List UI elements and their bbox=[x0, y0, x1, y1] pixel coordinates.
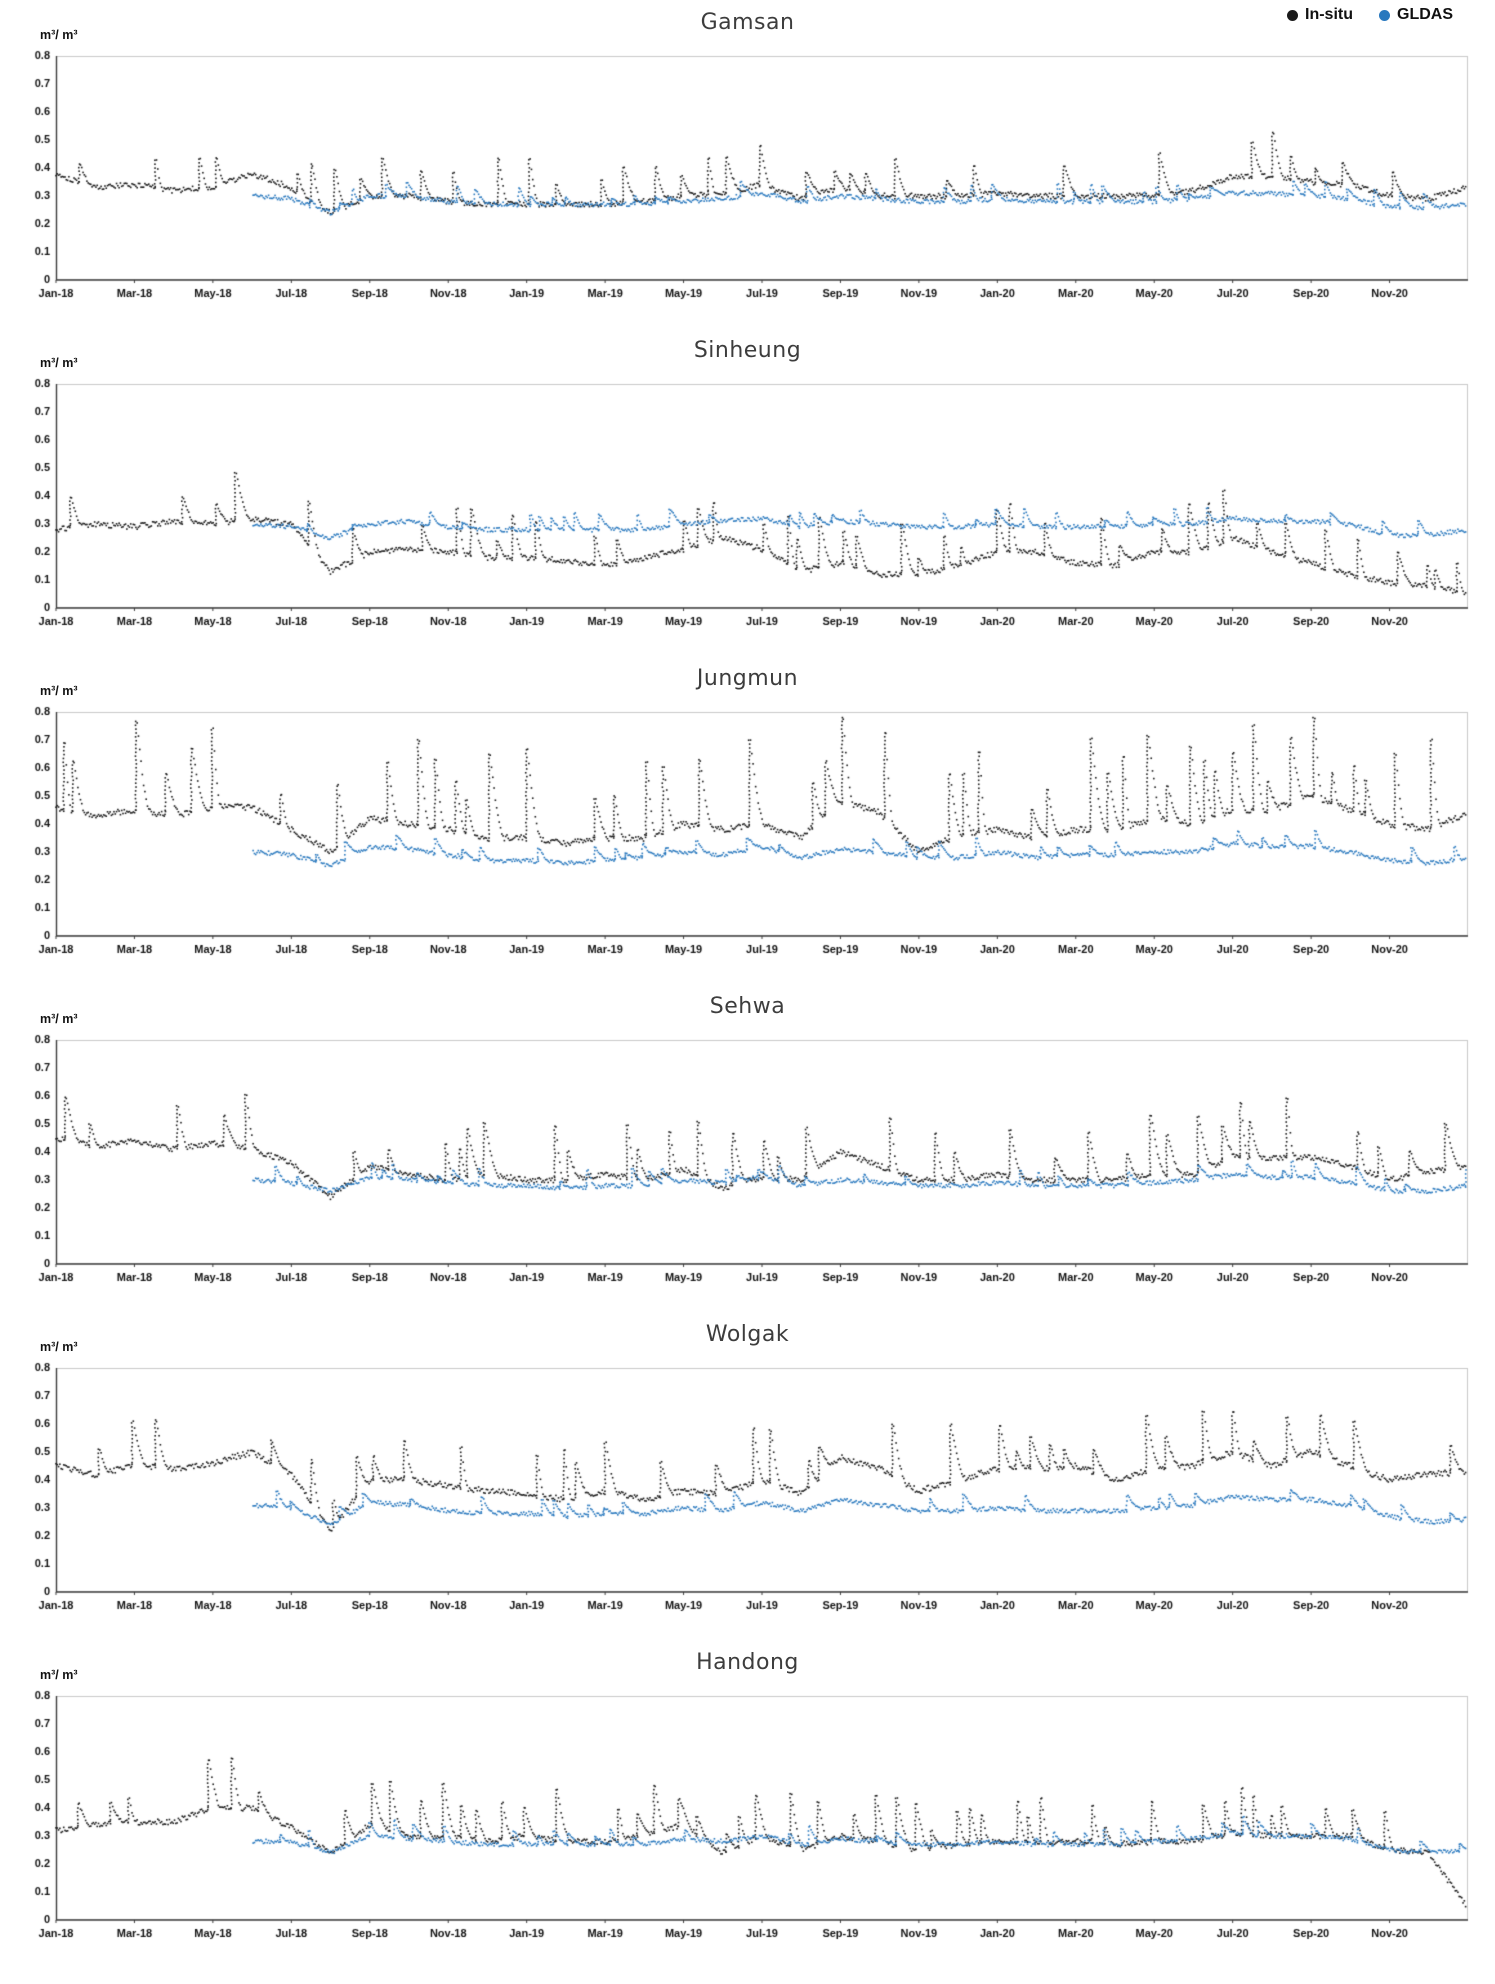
y-axis-unit-label: m³/ m³ bbox=[40, 28, 78, 42]
y-axis-unit-label: m³/ m³ bbox=[40, 1668, 78, 1682]
chart-canvas-jungmun bbox=[12, 702, 1482, 970]
panel-header: Sehwa bbox=[12, 994, 1483, 1022]
chart-canvas-wolgak bbox=[12, 1358, 1482, 1626]
panel-header: Handong bbox=[12, 1650, 1483, 1678]
chart-canvas-handong bbox=[12, 1686, 1482, 1954]
chart-canvas-gamsan bbox=[12, 46, 1482, 314]
panel-header: Sinheung bbox=[12, 338, 1483, 366]
chart-title: Jungmun bbox=[696, 666, 799, 691]
gldas-dot-icon bbox=[1379, 9, 1390, 21]
panel-header: Gamsan In-situ GLDAS bbox=[12, 6, 1483, 38]
y-axis-unit-label: m³/ m³ bbox=[40, 1012, 78, 1026]
chart-panel-sinheung: Sinheung m³/ m³ bbox=[12, 338, 1483, 642]
y-axis-unit-label: m³/ m³ bbox=[40, 684, 78, 698]
y-axis-unit-label: m³/ m³ bbox=[40, 1340, 78, 1354]
chart-title: Wolgak bbox=[705, 1322, 790, 1347]
chart-canvas-sehwa bbox=[12, 1030, 1482, 1298]
legend-item-insitu: In-situ bbox=[1287, 6, 1353, 24]
chart-title: Sehwa bbox=[709, 994, 786, 1019]
panel-header: Wolgak bbox=[12, 1322, 1483, 1350]
chart-panel-handong: Handong m³/ m³ bbox=[12, 1650, 1483, 1954]
chart-title: Sinheung bbox=[693, 338, 802, 363]
chart-panel-gamsan: Gamsan In-situ GLDAS m³/ m³ bbox=[12, 6, 1483, 314]
chart-panel-wolgak: Wolgak m³/ m³ bbox=[12, 1322, 1483, 1626]
chart-panel-sehwa: Sehwa m³/ m³ bbox=[12, 994, 1483, 1298]
legend-label-insitu: In-situ bbox=[1305, 6, 1353, 23]
insitu-dot-icon bbox=[1287, 9, 1298, 21]
legend-item-gldas: GLDAS bbox=[1379, 6, 1453, 24]
legend-label-gldas: GLDAS bbox=[1397, 6, 1453, 23]
chart-title: Handong bbox=[696, 1650, 799, 1675]
panel-header: Jungmun bbox=[12, 666, 1483, 694]
chart-canvas-sinheung bbox=[12, 374, 1482, 642]
legend: In-situ GLDAS bbox=[1287, 6, 1453, 24]
chart-panel-jungmun: Jungmun m³/ m³ bbox=[12, 666, 1483, 970]
chart-title: Gamsan bbox=[700, 10, 795, 35]
y-axis-unit-label: m³/ m³ bbox=[40, 356, 78, 370]
